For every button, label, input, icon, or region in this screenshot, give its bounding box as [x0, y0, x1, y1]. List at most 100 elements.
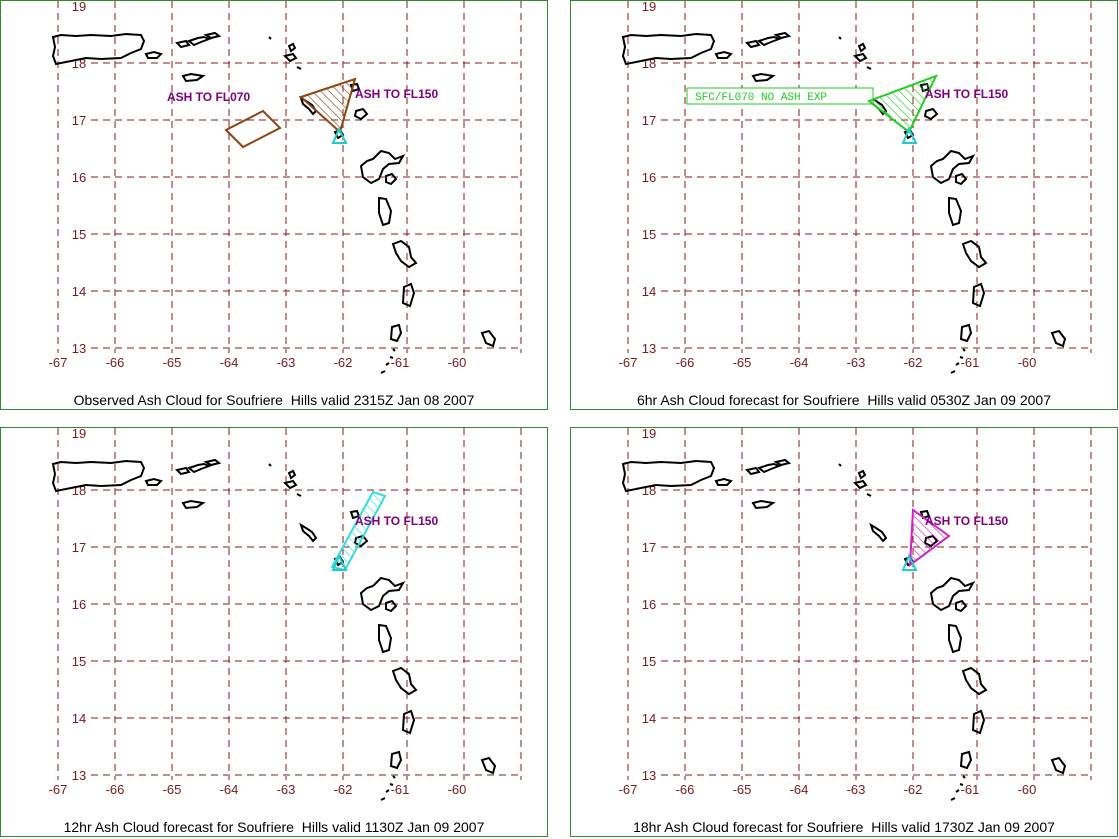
island-outline — [385, 362, 390, 366]
island-outline — [756, 35, 782, 47]
island-outline — [838, 36, 842, 40]
panel-observed: -67 -66 -65 -64 -63 -62 -61 -60 19 18 17 16 15 14 13 A… — [0, 0, 548, 410]
island-outline — [378, 196, 393, 227]
island-outline — [857, 469, 867, 480]
island-outline — [480, 329, 497, 348]
island-outline — [389, 750, 403, 770]
island-outline — [51, 459, 146, 493]
lon-tick-label: -61 — [961, 355, 980, 370]
lon-tick-label: -61 — [961, 782, 980, 797]
lat-tick-label: 13 — [72, 341, 86, 356]
lat-tick-label: 15 — [72, 227, 86, 242]
island-outline — [144, 50, 163, 59]
island-outline — [392, 348, 396, 352]
island-outline — [929, 576, 976, 612]
lon-tick-label: -64 — [790, 782, 809, 797]
island-outline — [175, 466, 191, 476]
lat-tick-label: 16 — [642, 170, 656, 185]
lat-tick-label: 13 — [642, 768, 656, 783]
island-outline — [955, 362, 960, 366]
lon-tick-label: -60 — [1018, 782, 1037, 797]
island-outline — [955, 789, 960, 793]
ash-label-fl150: ASH TO FL150 — [925, 87, 1008, 101]
lon-tick-label: -65 — [163, 782, 182, 797]
island-outline — [714, 50, 733, 59]
ash-cloud-fl150 — [908, 508, 951, 568]
island-outline — [962, 348, 966, 352]
island-outline — [268, 36, 272, 40]
lon-tick-label: -63 — [277, 782, 296, 797]
volcano-marker — [901, 126, 918, 144]
island-outline — [929, 149, 976, 185]
island-outline — [773, 31, 792, 40]
island-outline — [359, 576, 406, 612]
island-outline — [181, 72, 206, 83]
no-ash-label-box — [686, 87, 874, 105]
island-outline — [391, 239, 418, 269]
lat-tick-label: 16 — [642, 597, 656, 612]
island-outline — [380, 797, 386, 801]
island-outline — [745, 39, 761, 49]
island-outline — [745, 466, 761, 476]
island-outline — [380, 370, 386, 374]
island-outline — [1050, 756, 1067, 775]
island-outline — [948, 623, 963, 654]
island-outline — [961, 666, 988, 696]
island-outline — [283, 52, 298, 63]
island-outline — [962, 775, 966, 779]
island-outline — [480, 756, 497, 775]
island-outline — [389, 356, 394, 359]
lon-tick-label: -65 — [733, 782, 752, 797]
island-outline — [392, 775, 396, 779]
island-outline — [751, 72, 776, 83]
lat-tick-label: 19 — [72, 428, 86, 441]
island-outline — [401, 282, 416, 308]
lon-tick-label: -67 — [619, 355, 638, 370]
ash-label-fl150: ASH TO FL150 — [925, 514, 1008, 528]
island-outline — [959, 356, 964, 359]
lat-tick-label: 14 — [72, 284, 86, 299]
island-outline — [391, 666, 418, 696]
lon-tick-label: -62 — [904, 782, 923, 797]
island-outline — [203, 31, 222, 40]
island-outline — [857, 42, 867, 53]
panel-caption: Observed Ash Cloud for Soufriere Hills v… — [73, 392, 475, 408]
lon-tick-label: -67 — [49, 782, 68, 797]
ash-cloud-fl070 — [224, 109, 282, 149]
lon-tick-label: -60 — [448, 355, 467, 370]
island-outline — [866, 493, 872, 497]
island-outline — [961, 239, 988, 269]
island-outline — [268, 463, 272, 467]
island-outline — [923, 107, 939, 121]
island-outline — [283, 479, 298, 490]
island-outline — [866, 66, 872, 70]
panel-12hr-forecast: -67 -66 -65 -64 -63 -62 -61 -60 19 18 17 16 15 14 13 A… — [0, 427, 548, 837]
lon-tick-label: -67 — [619, 782, 638, 797]
lat-tick-label: 17 — [72, 540, 86, 555]
lat-tick-label: 14 — [642, 284, 656, 299]
lat-tick-label: 19 — [642, 428, 656, 441]
lon-tick-label: -66 — [676, 355, 695, 370]
volcano-marker — [331, 126, 348, 144]
lon-tick-label: -65 — [163, 355, 182, 370]
panel-caption: 6hr Ash Cloud forecast for Soufriere Hil… — [636, 392, 1051, 408]
island-outline — [353, 107, 369, 121]
lon-tick-label: -67 — [49, 355, 68, 370]
panel-6hr-forecast: -67 -66 -65 -64 -63 -62 -61 -60 19 18 17 16 15 14 13 S… — [570, 0, 1118, 410]
panel-caption: 12hr Ash Cloud forecast for Soufriere Hi… — [63, 819, 485, 835]
island-outline — [287, 42, 297, 53]
lat-tick-label: 19 — [72, 1, 86, 14]
island-outline — [869, 522, 888, 543]
lat-tick-label: 16 — [72, 597, 86, 612]
panel-caption: 18hr Ash Cloud forecast for Soufriere Hi… — [633, 819, 1055, 835]
island-outline — [751, 499, 776, 510]
lon-tick-label: -62 — [904, 355, 923, 370]
lon-tick-label: -64 — [790, 355, 809, 370]
lat-tick-label: 14 — [72, 711, 86, 726]
ash-cloud-fl150 — [866, 74, 938, 134]
island-outline — [853, 479, 868, 490]
island-outline — [1050, 329, 1067, 348]
